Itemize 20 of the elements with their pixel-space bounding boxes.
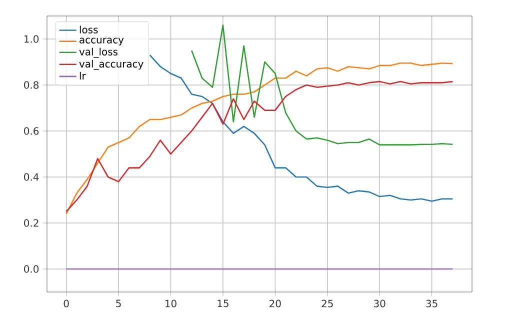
x-tick-label: 5 [116,300,121,308]
x-tick-label: 25 [322,300,333,308]
y-tick-label: 0.4 [24,173,39,181]
legend-label: lr [80,72,86,80]
y-tick-label: 0.6 [24,127,39,135]
y-tick-label: 0.2 [24,219,38,227]
x-tick-label: 35 [426,300,438,308]
line-series [149,54,454,202]
y-tick-label: 1.0 [24,35,39,43]
legend-label: loss [80,26,98,34]
legend-label: accuracy [80,38,124,46]
x-tick-label: 30 [374,300,386,308]
x-tick-label: 0 [64,300,69,308]
y-tick-label: 0.8 [24,81,39,89]
legend-label: val_loss [79,48,118,58]
legend-label: val_accuracy [79,60,144,70]
x-tick-label: 10 [166,300,176,308]
y-tick-label: 0.0 [24,265,39,273]
x-tick-label: 20 [270,300,281,308]
x-tick-label: 15 [218,300,228,308]
